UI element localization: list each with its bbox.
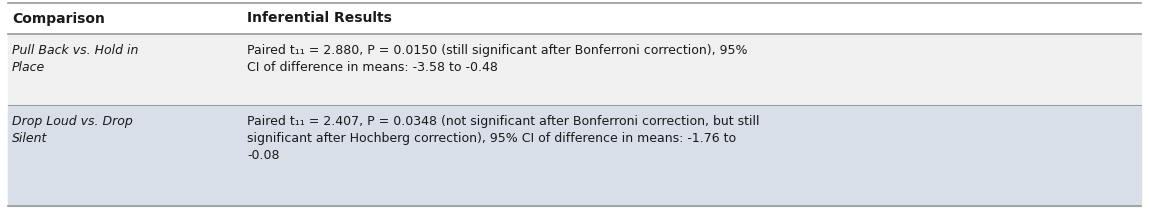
Text: Paired t₁₁ = 2.880, P = 0.0150 (still significant after Bonferroni correction), : Paired t₁₁ = 2.880, P = 0.0150 (still si… — [247, 44, 748, 74]
Text: Inferential Results: Inferential Results — [247, 11, 392, 25]
Text: Pull Back vs. Hold in
Place: Pull Back vs. Hold in Place — [11, 44, 138, 74]
Bar — [8, 34, 1141, 105]
Text: Drop Loud vs. Drop
Silent: Drop Loud vs. Drop Silent — [11, 115, 133, 145]
Text: Comparison: Comparison — [11, 11, 105, 25]
Text: Paired t₁₁ = 2.407, P = 0.0348 (not significant after Bonferroni correction, but: Paired t₁₁ = 2.407, P = 0.0348 (not sign… — [247, 115, 759, 162]
Bar — [8, 3, 1141, 34]
Bar — [8, 105, 1141, 206]
